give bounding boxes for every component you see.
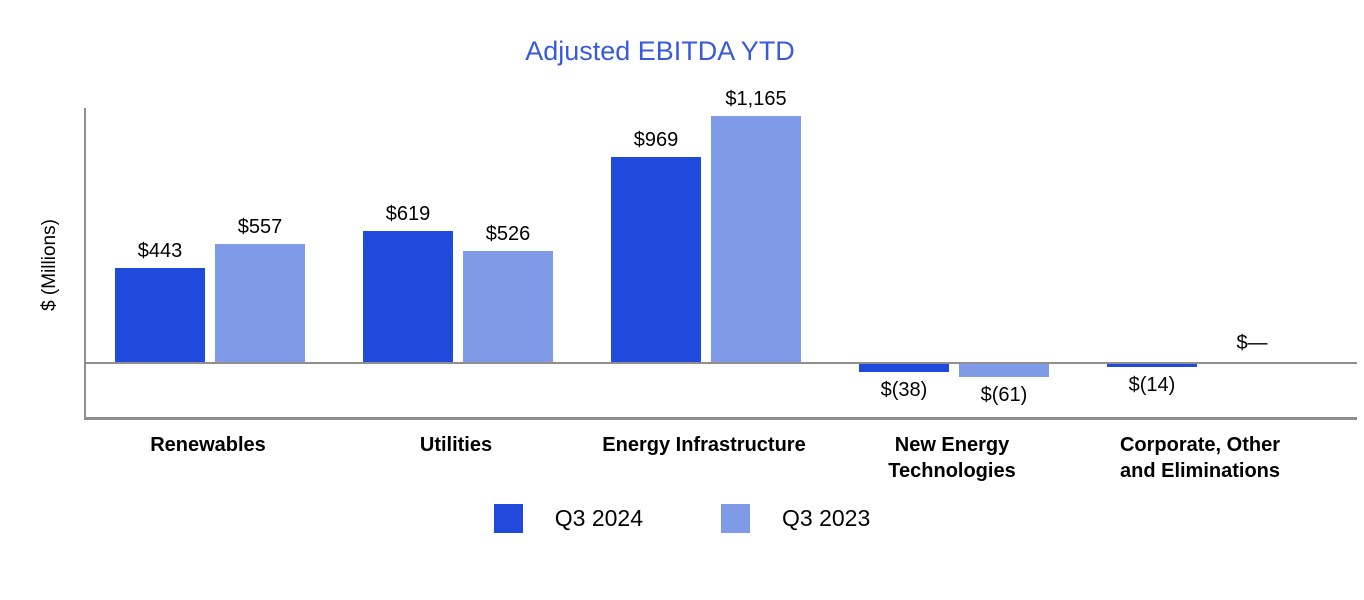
- bar-group-new-energy-technologies: $(38) $(61): [830, 108, 1078, 417]
- bar-q3-2023-renewables: [215, 244, 305, 362]
- legend-item-q3-2024: Q3 2024: [493, 504, 643, 533]
- chart-title: Adjusted EBITDA YTD: [525, 36, 795, 66]
- x-axis-zero-line: [86, 362, 1357, 364]
- legend-swatch-q3-2024: [493, 504, 523, 533]
- plot-area: $443 $557 $619 $526 $969 $1,165 $(38) $(61) $(14…: [84, 88, 1357, 420]
- legend-label-q3-2024: Q3 2024: [554, 505, 643, 531]
- x-axis-label-corporate-other-and-eliminations: Corporate, Other and Eliminations: [1119, 434, 1281, 482]
- x-axis-labels: Renewables Utilities Energy Infrastructure…: [84, 432, 1324, 492]
- bar-q3-2023-new-energy-technologies: [959, 364, 1049, 377]
- legend-swatch-q3-2023: [721, 504, 750, 533]
- bar-group-utilities: $619 $526: [334, 108, 582, 417]
- value-label-q3-2023-energy-infrastructure: $1,165: [725, 88, 787, 110]
- value-label-q3-2023-renewables: $557: [237, 216, 283, 238]
- x-axis-label-new-energy-technologies: New Energy Technologies: [888, 434, 1016, 482]
- value-label-q3-2024-renewables: $443: [137, 240, 183, 262]
- value-label-q3-2024-corporate-other-and-eliminations: $(14): [1128, 374, 1176, 396]
- bar-q3-2023-energy-infrastructure: [711, 116, 801, 362]
- legend-item-q3-2023: Q3 2023: [721, 504, 870, 533]
- value-label-q3-2023-utilities: $526: [485, 223, 531, 245]
- x-axis-label-utilities: Utilities: [419, 434, 493, 456]
- value-label-q3-2024-new-energy-technologies: $(38): [880, 379, 928, 401]
- bar-q3-2024-renewables: [115, 268, 205, 362]
- y-axis-label: $ (Millions): [39, 219, 60, 311]
- value-label-q3-2023-new-energy-technologies: $(61): [980, 384, 1028, 406]
- value-label-q3-2024-energy-infrastructure: $969: [633, 129, 679, 151]
- bar-group-corporate-other-and-eliminations: $(14) $—: [1078, 108, 1326, 417]
- bar-q3-2024-energy-infrastructure: [611, 157, 701, 362]
- bar-q3-2024-new-energy-technologies: [859, 364, 949, 372]
- x-axis-label-renewables: Renewables: [150, 434, 266, 456]
- legend-label-q3-2023: Q3 2023: [782, 505, 871, 531]
- value-label-q3-2023-corporate-other-and-eliminations: $—: [1236, 332, 1268, 354]
- legend: Q3 2024 Q3 2023: [0, 504, 1364, 533]
- x-axis-label-energy-infrastructure: Energy Infrastructure: [602, 434, 806, 456]
- bar-q3-2024-corporate-other-and-eliminations: [1107, 364, 1197, 367]
- bar-q3-2023-utilities: [463, 251, 553, 362]
- bar-q3-2024-utilities: [363, 231, 453, 362]
- bar-group-energy-infrastructure: $969 $1,165: [582, 88, 830, 417]
- bar-group-renewables: $443 $557: [86, 108, 334, 417]
- value-label-q3-2024-utilities: $619: [385, 203, 431, 225]
